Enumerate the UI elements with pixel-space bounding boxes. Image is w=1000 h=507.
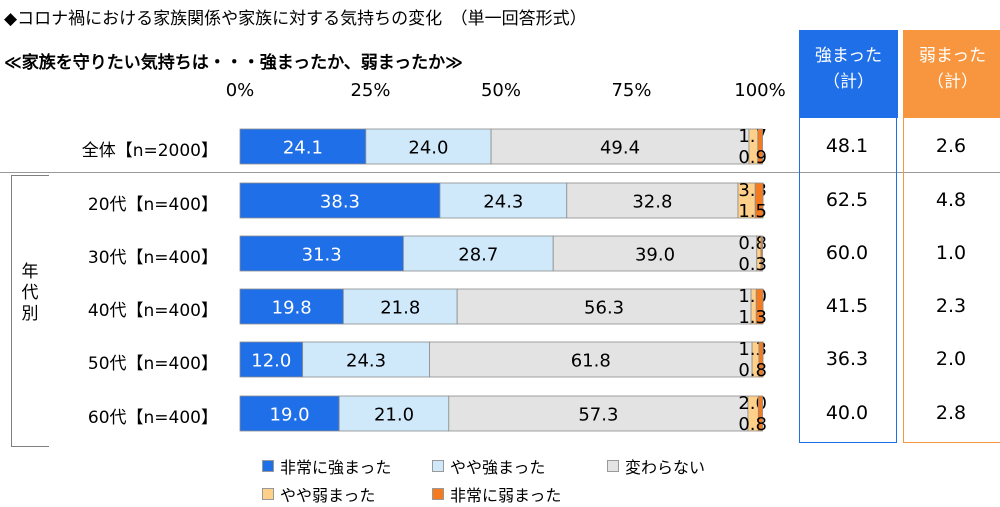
bar-data-label: 49.4: [600, 138, 640, 159]
bar-segment: [338, 395, 450, 432]
category-label: 20代【n=400】: [87, 195, 218, 215]
bar-data-label: 1.5: [738, 201, 767, 222]
bar-segment: [757, 128, 763, 165]
legend-swatch: [262, 488, 274, 500]
bar-data-label: 1.3: [738, 307, 767, 328]
legend-label: やや弱まった: [280, 486, 376, 505]
bar-data-label: 24.0: [408, 138, 448, 159]
x-tick-label: 75%: [611, 80, 652, 101]
bar-data-label: 19.8: [272, 298, 312, 319]
bar-segment: [342, 288, 458, 325]
bar-data-label: 61.8: [571, 351, 611, 372]
category-label: 30代【n=400】: [87, 248, 218, 268]
bar-data-label: 38.3: [320, 192, 360, 213]
weak-total-value: 2.0: [935, 348, 967, 370]
bar-segment: [552, 235, 758, 272]
group-divider: [0, 172, 1000, 173]
legend-label: 変わらない: [625, 458, 706, 477]
bar-data-label: 12.0: [251, 351, 291, 372]
category-label: 40代【n=400】: [87, 301, 218, 321]
bar-segment: [365, 128, 492, 165]
strong-total-value: 62.5: [825, 189, 869, 211]
bar-segment: [302, 341, 430, 378]
legend-item: やや弱まった: [262, 482, 375, 506]
bar-data-label: 0.3: [738, 254, 767, 275]
bar-data-label: 0.8: [738, 233, 767, 254]
age-group-label: 年代別: [21, 262, 39, 324]
bar-data-label: 21.8: [380, 298, 420, 319]
legend-item: 非常に強まった: [262, 454, 391, 478]
legend-label: 非常に弱まった: [450, 486, 562, 505]
bar-data-label: 32.8: [632, 192, 672, 213]
category-label: 60代【n=400】: [87, 408, 218, 428]
bar-segment: [448, 395, 749, 432]
bar-data-label: 0.8: [738, 414, 767, 435]
x-tick-label: 100%: [734, 80, 786, 101]
age-group-bracket: [11, 175, 49, 447]
bar-data-label: 0.8: [738, 360, 767, 381]
weak-total-value: 2.3: [935, 295, 967, 317]
chart-title: ◆コロナ禍における家族関係や家族に対する気持ちの変化 （単一回答形式）: [4, 9, 587, 29]
legend-swatch: [607, 460, 619, 472]
bar-data-label: 24.3: [346, 351, 386, 372]
bar-data-label: 56.3: [584, 298, 624, 319]
category-label: 全体【n=2000】: [81, 141, 218, 161]
strong-total-value: 41.5: [825, 295, 869, 317]
weak-total-value: 1.0: [935, 242, 967, 264]
bar-data-label: 28.7: [458, 245, 498, 266]
bar-data-label: 24.1: [283, 138, 323, 159]
bar-segment: [755, 288, 764, 325]
weak-total-value: 4.8: [935, 189, 967, 211]
bar-data-label: 31.3: [302, 245, 342, 266]
strong-total-value: 60.0: [825, 242, 869, 264]
bar-segment: [456, 288, 752, 325]
bar-data-label: 21.0: [374, 405, 414, 426]
bar-segment: [758, 341, 764, 378]
legend-label: 非常に強まった: [280, 458, 392, 477]
bar-segment: [239, 128, 367, 165]
weak-total-value: 2.6: [935, 135, 967, 157]
legend-swatch: [432, 460, 444, 472]
bar-segment: [490, 128, 750, 165]
bar-segment: [239, 235, 404, 272]
legend-swatch: [432, 488, 444, 500]
weak-total-header: 弱まった（計）: [903, 30, 1000, 118]
bar-segment: [760, 235, 763, 272]
bar-segment: [754, 182, 764, 219]
bar-segment: [239, 288, 344, 325]
legend-item: やや強まった: [432, 454, 545, 478]
strong-total-value: 40.0: [825, 402, 869, 424]
x-tick-label: 25%: [350, 80, 391, 101]
x-tick-label: 50%: [480, 80, 521, 101]
weak-total-value: 2.8: [935, 402, 967, 424]
strong-total-header: 強まった（計）: [799, 30, 898, 118]
bar-data-label: 57.3: [578, 405, 618, 426]
bar-segment: [757, 395, 763, 432]
legend-item: 変わらない: [607, 454, 705, 478]
strong-total-value: 36.3: [825, 348, 869, 370]
chart-subtitle: ≪家族を守りたい気持ちは・・・強まったか、弱まったか≫: [4, 53, 463, 73]
bar-data-label: 24.3: [483, 192, 523, 213]
legend-item: 非常に弱まった: [432, 482, 561, 506]
bar-segment: [402, 235, 554, 272]
legend-swatch: [262, 460, 274, 472]
bar-segment: [439, 182, 568, 219]
bar-data-label: 39.0: [635, 245, 675, 266]
bar-segment: [239, 395, 340, 432]
strong-total-value: 48.1: [825, 135, 869, 157]
x-tick-label: 0%: [225, 80, 255, 101]
legend-label: やや強まった: [450, 458, 546, 477]
bar-data-label: 19.0: [270, 405, 310, 426]
category-label: 50代【n=400】: [87, 354, 218, 374]
bar-data-label: 0.9: [738, 147, 767, 168]
